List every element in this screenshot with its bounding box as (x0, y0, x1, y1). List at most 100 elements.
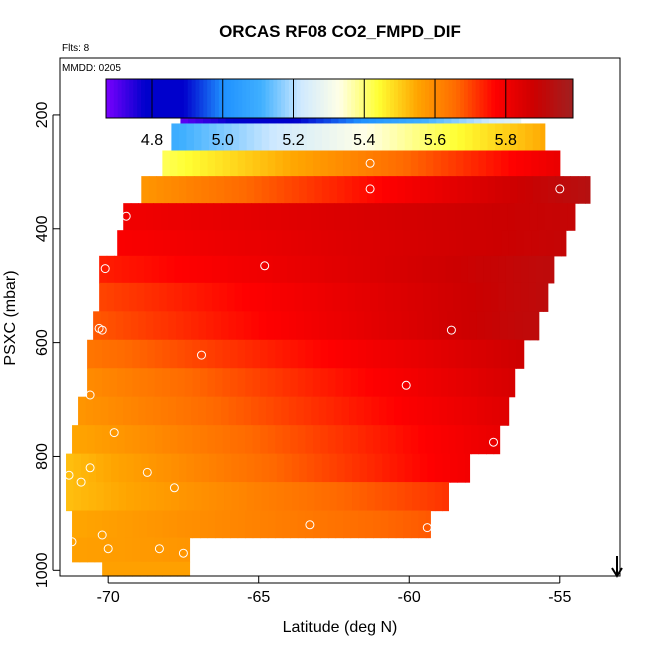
heatmap-cell (124, 230, 133, 257)
colorbar-swatch (133, 79, 138, 118)
heatmap-cell (352, 176, 361, 204)
heatmap-cell (177, 561, 186, 577)
heatmap-cell (239, 176, 248, 204)
colorbar-swatch (479, 79, 484, 118)
heatmap-cell (96, 482, 105, 512)
colorbar-swatch (483, 79, 488, 118)
heatmap-cell (184, 230, 194, 257)
colorbar-swatch (417, 79, 422, 118)
colorbar-frame (105, 78, 574, 119)
heatmap-cell (373, 425, 382, 455)
heatmap-cell (493, 368, 502, 398)
heatmap-cell (124, 425, 133, 455)
heatmap-cell (392, 282, 401, 312)
heatmap-cell (171, 482, 180, 512)
colorbar-swatch (413, 79, 418, 118)
heatmap-cell (178, 176, 188, 204)
heatmap-cell (243, 311, 252, 341)
heatmap-cell (352, 123, 361, 152)
heatmap-cell (245, 230, 254, 257)
heatmap-cell (425, 339, 434, 369)
heatmap-cell (343, 230, 352, 257)
heatmap-cell (94, 510, 103, 539)
heatmap-cell (419, 453, 428, 483)
heatmap-cell (476, 311, 486, 341)
heatmap-cell (340, 282, 349, 312)
heatmap-cell (344, 453, 353, 483)
heatmap-cell (422, 282, 431, 312)
heatmap-cell (537, 311, 540, 341)
heatmap-cell (230, 230, 239, 257)
heatmap-cell (103, 453, 112, 483)
heatmap-cell (261, 123, 270, 152)
observation-point (260, 261, 270, 271)
heatmap-cell (178, 453, 188, 483)
heatmap-cell (508, 150, 517, 177)
colorbar-swatch (382, 79, 387, 118)
heatmap-cell (326, 396, 335, 426)
heatmap-cell (163, 453, 172, 483)
heatmap-cell (153, 396, 162, 426)
heatmap-cell (299, 176, 308, 204)
heatmap-cell (358, 510, 367, 539)
heatmap-cell (374, 176, 383, 204)
heatmap-cell (439, 311, 448, 341)
colorbar-swatch (569, 79, 574, 118)
heatmap-cell (163, 176, 172, 204)
heatmap-cell (305, 425, 314, 455)
colorbar-swatch (253, 79, 259, 118)
heatmap-cell (222, 510, 231, 539)
heatmap-cell (252, 339, 261, 369)
heatmap-cell (535, 255, 544, 284)
heatmap-cell (544, 203, 553, 231)
heatmap-cell (419, 482, 428, 512)
heatmap-cell (215, 425, 224, 455)
heatmap-cell (237, 425, 246, 455)
observation-point (100, 264, 110, 274)
chart-annotation: MMDD: 0205 (62, 63, 121, 74)
heatmap-cell (463, 150, 472, 177)
heatmap-cell (388, 368, 397, 398)
observation-points (64, 104, 601, 558)
heatmap-cell (94, 339, 103, 369)
heatmap-cell (291, 123, 300, 152)
observation-point (365, 158, 375, 168)
observation-point (97, 530, 107, 540)
colorbar-swatch (343, 79, 348, 118)
heatmap-cell (424, 311, 433, 341)
heatmap-cell (177, 368, 186, 398)
heatmap-cell (168, 311, 177, 341)
heatmap-cell (221, 311, 230, 341)
y-tick-label: 1000 (34, 552, 51, 588)
heatmap-cell (332, 282, 341, 312)
heatmap-cell (440, 425, 449, 455)
heatmap-cell (109, 339, 118, 369)
heatmap-cell (123, 311, 132, 341)
heatmap-cell (425, 425, 434, 455)
heatmap-cell (374, 453, 383, 483)
heatmap-cell (130, 311, 139, 341)
heatmap-cell (177, 230, 186, 257)
heatmap-cell (294, 282, 303, 312)
heatmap-cell (138, 203, 147, 231)
heatmap-cell (118, 453, 127, 483)
heatmap-cell (352, 482, 361, 512)
colorbar-swatch (176, 79, 181, 118)
heatmap-cell (200, 425, 209, 455)
heatmap-cell (144, 282, 153, 312)
heatmap-cell (169, 537, 179, 563)
heatmap-cell (230, 425, 239, 455)
heatmap-cell (540, 176, 549, 204)
colorbar-swatch (160, 79, 165, 118)
heatmap-cell (160, 396, 169, 426)
heatmap-cell (109, 537, 118, 563)
heatmap-cell (281, 311, 290, 341)
heatmap-cell (397, 482, 406, 512)
observation-point (76, 477, 86, 487)
colorbar-swatch (203, 79, 208, 118)
colorbar-swatch (378, 79, 383, 118)
heatmap-cell (221, 203, 230, 231)
heatmap-cell (272, 255, 281, 284)
heatmap-cell (517, 123, 526, 152)
heatmap-cell (117, 230, 126, 257)
